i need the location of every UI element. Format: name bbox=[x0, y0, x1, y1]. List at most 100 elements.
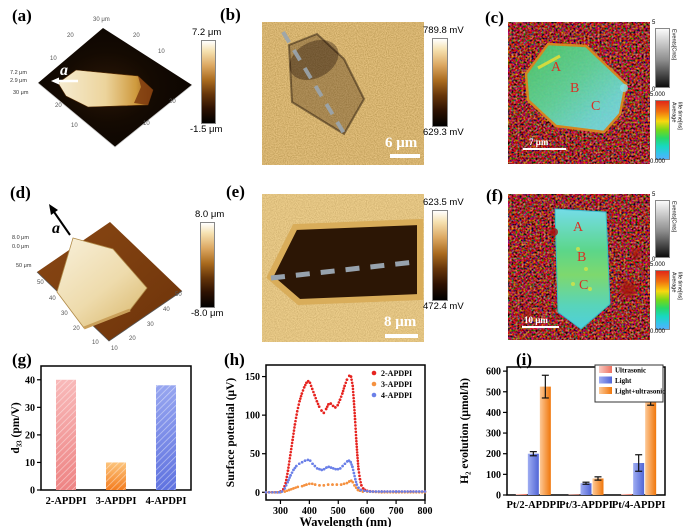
tick-d: 10 bbox=[111, 346, 118, 352]
svg-text:40: 40 bbox=[25, 375, 35, 386]
speckle-f bbox=[588, 287, 592, 291]
panel-c-label: (c) bbox=[485, 8, 504, 27]
svg-text:Light: Light bbox=[615, 377, 632, 385]
crystal-a-end-face bbox=[134, 76, 153, 105]
svg-text:800: 800 bbox=[418, 506, 433, 517]
afm-3d-view-d bbox=[36, 204, 183, 342]
colorbar-lifetime-c bbox=[655, 100, 670, 160]
svg-text:Wavelength (nm): Wavelength (nm) bbox=[299, 515, 391, 527]
svg-text:0: 0 bbox=[255, 488, 260, 499]
svg-text:3-APDPI: 3-APDPI bbox=[381, 380, 412, 389]
svg-text:100: 100 bbox=[486, 470, 501, 481]
panel-i-label: (i) bbox=[516, 350, 533, 369]
tick-a: 10 bbox=[158, 49, 165, 55]
panel-h-label: (h) bbox=[224, 350, 245, 369]
blue-blob-c bbox=[620, 84, 628, 92]
svg-text:20: 20 bbox=[25, 430, 35, 441]
lifetime-min-f: 0.000 bbox=[650, 329, 666, 335]
lifetime-title1-f: Average bbox=[670, 272, 677, 293]
svg-text:Light+ultrasonic: Light+ultrasonic bbox=[615, 388, 665, 396]
lifetime-max-c: 5.000 bbox=[650, 92, 666, 98]
panel-e-label: (e) bbox=[226, 182, 245, 201]
panel-g-label: (g) bbox=[12, 350, 32, 369]
tick-d: 10 bbox=[92, 340, 99, 346]
colorbar-a bbox=[201, 40, 216, 124]
scale-bar-text-c: 7 μm bbox=[529, 137, 549, 147]
a-axis-letter-d: a bbox=[52, 220, 60, 237]
colorbar-a-min: -1.5 μm bbox=[190, 124, 223, 135]
svg-text:30: 30 bbox=[25, 403, 35, 414]
colorbar-events-f bbox=[655, 200, 670, 258]
lifetime-title2-f: life time[ns] bbox=[676, 272, 683, 300]
tick-a: 10 bbox=[50, 56, 57, 62]
tick-d: 20 bbox=[129, 336, 136, 342]
scan-size-label-a: 30 μm bbox=[93, 17, 110, 23]
lifetime-title2-c: life time[ns] bbox=[676, 102, 683, 130]
kpfm-image-b bbox=[262, 22, 424, 165]
scale-bar-line-f bbox=[522, 326, 559, 328]
scale-bar-text-f: 10 μm bbox=[524, 315, 548, 325]
colorbar-b-min: 629.3 mV bbox=[423, 127, 464, 138]
svg-text:600: 600 bbox=[360, 506, 375, 517]
kpfm-image-e bbox=[262, 194, 424, 342]
tick-d: 40 bbox=[163, 307, 170, 313]
colorbar-b bbox=[432, 38, 448, 127]
z-label-d: 8.0 μm bbox=[12, 235, 29, 241]
speckle-f bbox=[584, 267, 588, 271]
chart-h-svg: 0 50 100 150 Surface potential (μV) 300 400 500… bbox=[225, 364, 433, 527]
kpfm-b-noise bbox=[262, 22, 424, 165]
z-label-a: 2.9 μm bbox=[10, 78, 27, 84]
region-label-a-f: A bbox=[573, 220, 584, 235]
crystal-e bbox=[266, 218, 423, 306]
panel-d-label: (d) bbox=[10, 183, 31, 202]
events-min-f: 0 bbox=[652, 257, 656, 263]
scale-bar-text-e: 8 μm bbox=[384, 314, 417, 330]
scale-bar-line-e bbox=[385, 334, 418, 338]
crystal-dark-region-b bbox=[289, 39, 339, 81]
tick-d: 40 bbox=[49, 296, 56, 302]
crystal-f bbox=[554, 208, 611, 330]
colorbar-lifetime-f bbox=[655, 270, 670, 330]
crystal-outline-b bbox=[287, 32, 366, 136]
tick-a: 20 bbox=[169, 99, 176, 105]
lifetime-min-c: 0.000 bbox=[650, 159, 666, 165]
z-label-a: 7.2 μm bbox=[10, 70, 27, 76]
tick-d: 20 bbox=[73, 326, 80, 332]
colorbar-d-min: -8.0 μm bbox=[191, 308, 224, 319]
colorbar-d-max: 8.0 μm bbox=[195, 209, 225, 220]
events-min-c: 0 bbox=[652, 87, 656, 93]
flim-f-art bbox=[524, 208, 641, 330]
svg-text:Ultrasonic: Ultrasonic bbox=[615, 367, 646, 375]
svg-text:3-APDPI: 3-APDPI bbox=[96, 496, 137, 507]
tick-a: 20 bbox=[133, 33, 140, 39]
svg-text:400: 400 bbox=[486, 408, 501, 419]
svg-text:300: 300 bbox=[486, 429, 501, 440]
kpfm-e-art bbox=[266, 218, 423, 306]
kpfm-b-art bbox=[281, 30, 366, 142]
svg-text:Surface potential (μV): Surface potential (μV) bbox=[225, 378, 237, 488]
tick-d: 30 bbox=[61, 311, 68, 317]
events-max-f: 5 bbox=[652, 192, 656, 198]
chart-i-svg: 0 100 200 300 400 500 600 H₂ evolution (μmol/h)… bbox=[459, 364, 666, 511]
svg-text:Pt/2-APDPI: Pt/2-APDPI bbox=[507, 500, 561, 511]
region-label-b-f: B bbox=[577, 250, 587, 265]
svg-text:4-APDPI: 4-APDPI bbox=[381, 391, 412, 400]
crystal-d-bottom-edge bbox=[83, 308, 131, 330]
panel-b-label: (b) bbox=[220, 5, 241, 24]
colorbar-e bbox=[432, 210, 448, 301]
svg-text:0: 0 bbox=[30, 486, 35, 497]
a-axis-arrow-line-d bbox=[51, 208, 71, 236]
svg-text:H₂ evolution (μmol/h): H₂ evolution (μmol/h) bbox=[459, 378, 471, 484]
tick-a: 10 bbox=[71, 123, 78, 129]
scale-bar-text-b: 6 μm bbox=[385, 135, 418, 151]
red-blob-f bbox=[620, 281, 636, 297]
yellow-streak-c bbox=[537, 54, 561, 70]
svg-text:10: 10 bbox=[25, 458, 35, 469]
profile-dashed-line-b bbox=[281, 30, 350, 142]
tick-d: 30 bbox=[147, 322, 154, 328]
svg-text:200: 200 bbox=[486, 449, 501, 460]
colorbar-events-c bbox=[655, 28, 670, 88]
svg-text:300: 300 bbox=[273, 506, 288, 517]
events-title-f: Events[Cnts] bbox=[670, 201, 677, 233]
colorbar-a-max: 7.2 μm bbox=[192, 27, 222, 38]
